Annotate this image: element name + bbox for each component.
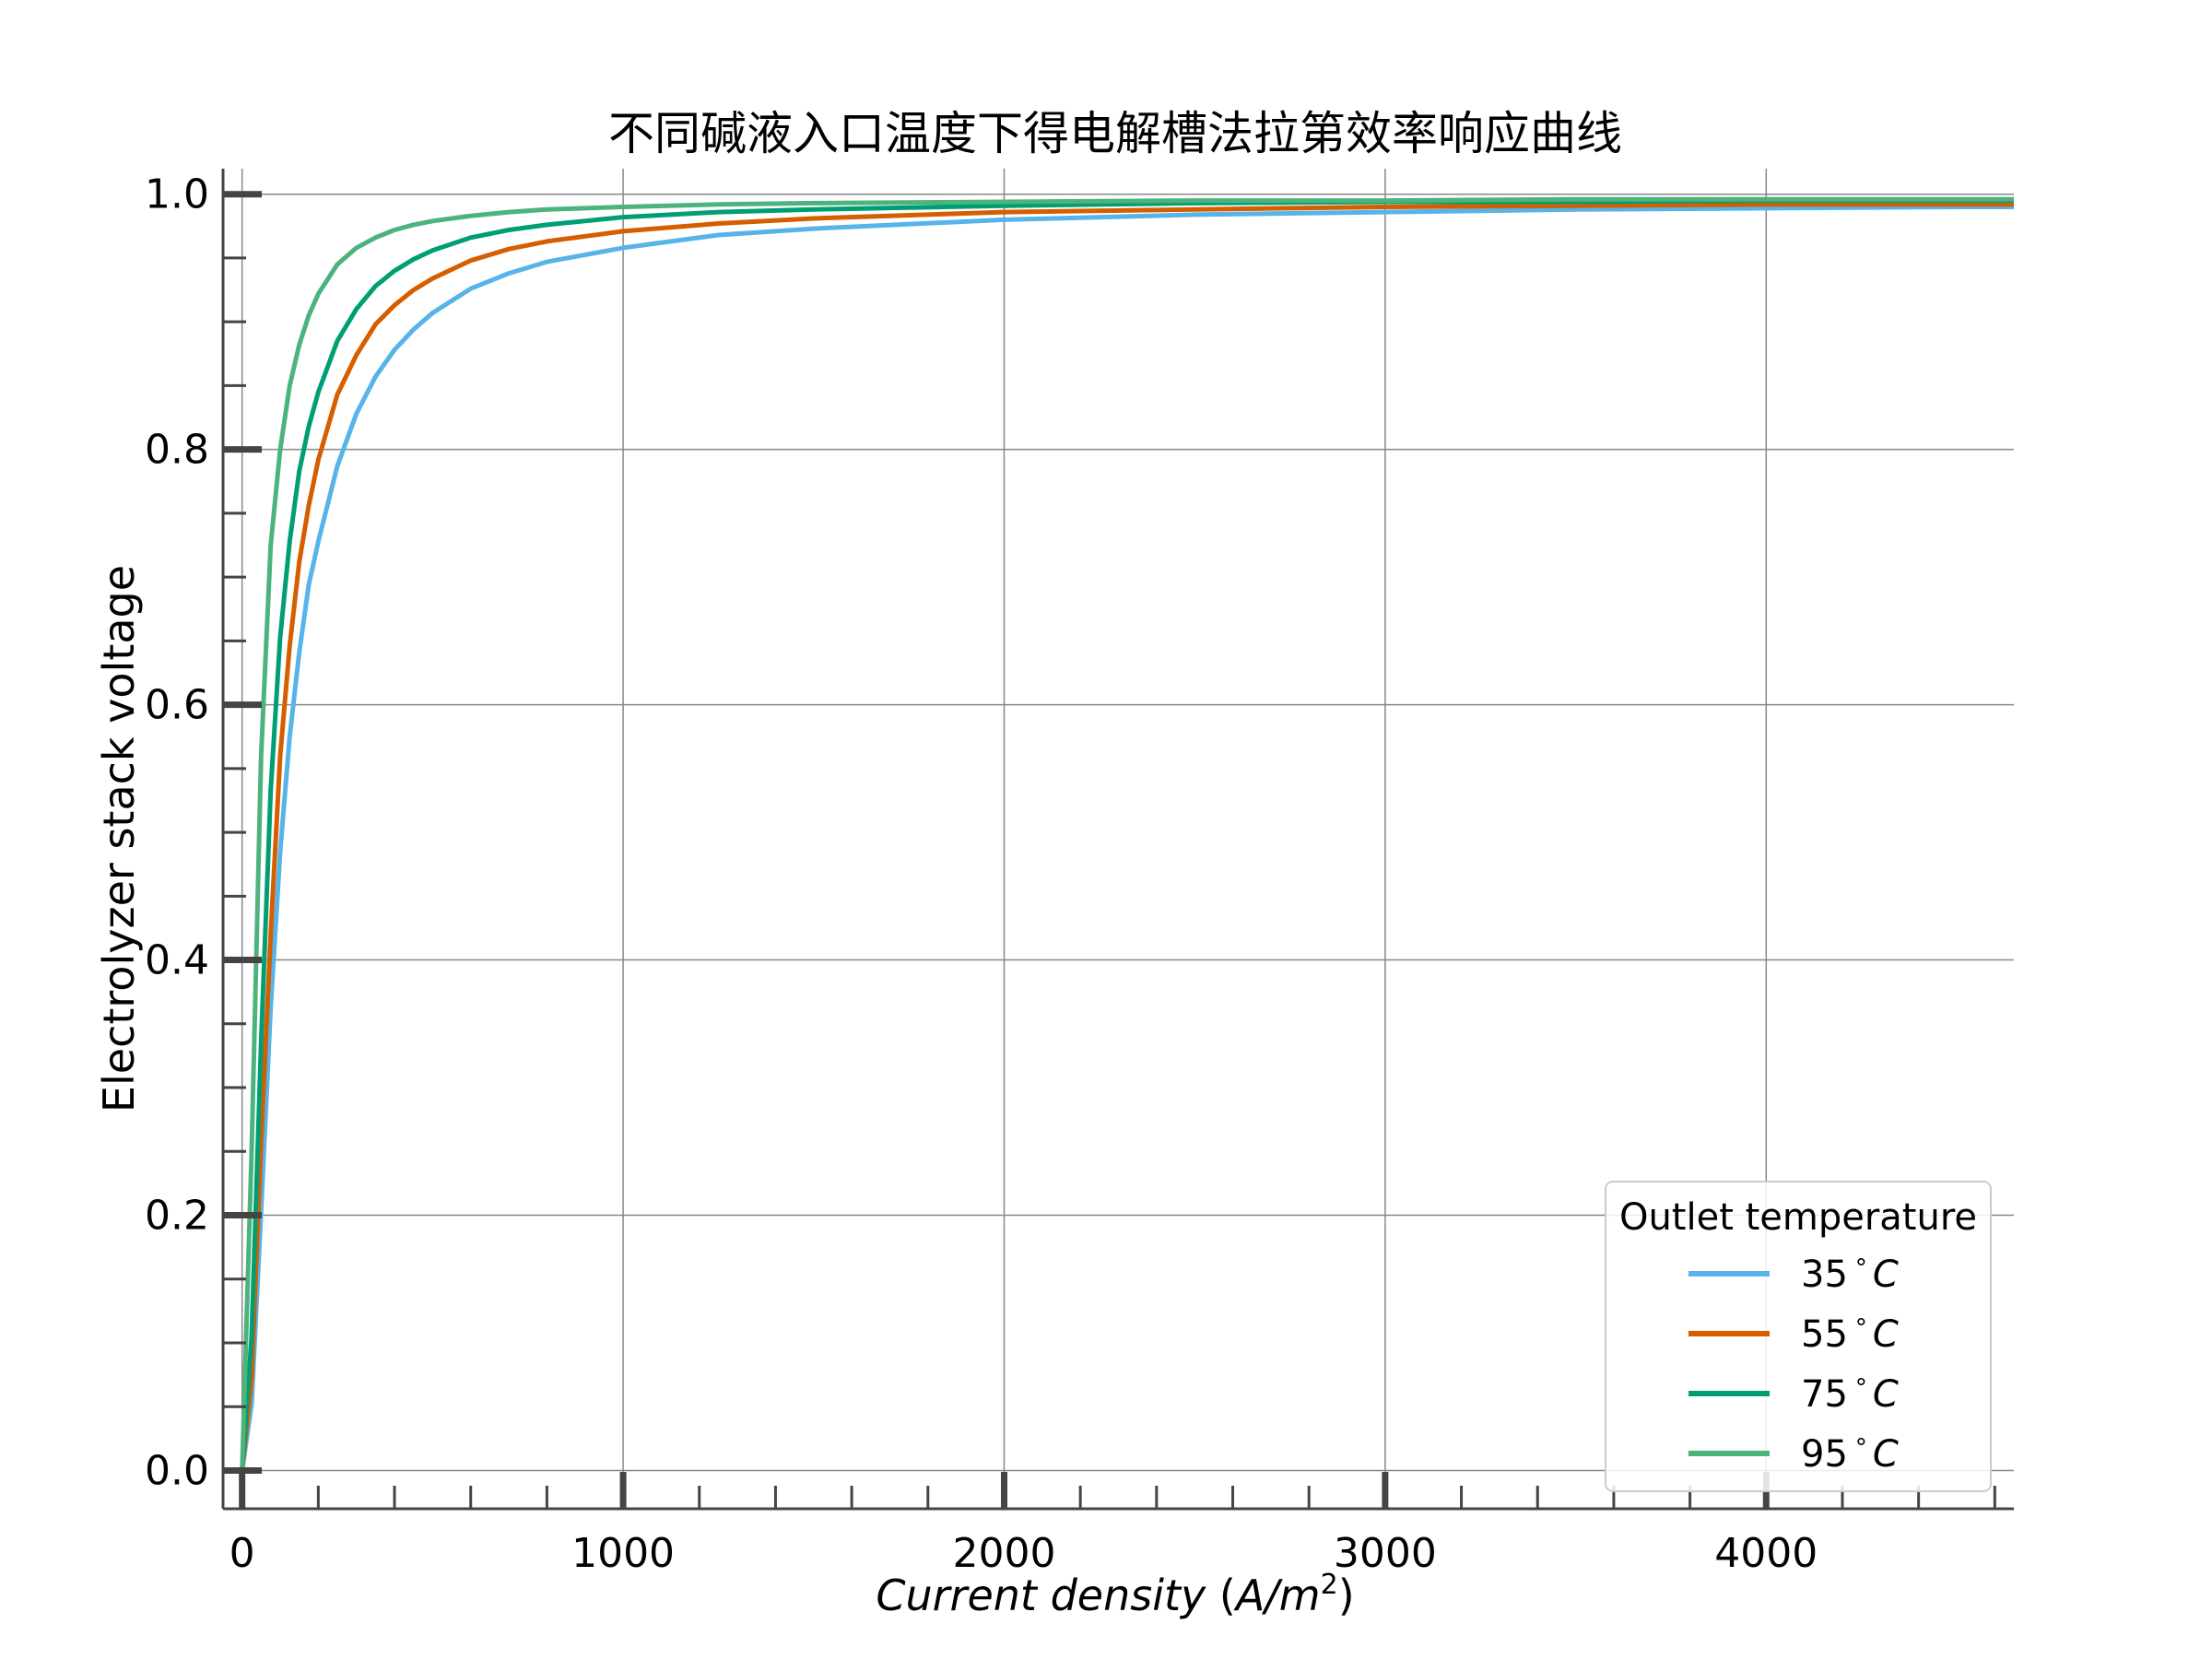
x-tick-label: 1000 (571, 1530, 675, 1577)
y-axis-label: Electrolyzer stack voltage (94, 565, 144, 1112)
series-line-35c (240, 205, 2014, 1471)
x-tick-label: 3000 (1334, 1530, 1437, 1577)
legend-label-35c: 35 ° C (1801, 1253, 1899, 1296)
y-tick-label: 0.8 (145, 427, 209, 474)
x-tick-label: 4000 (1714, 1530, 1818, 1577)
x-tick-label: 2000 (952, 1530, 1055, 1577)
x-axis-label: Current density (A/m2) (876, 1569, 1354, 1620)
legend-title: Outlet temperature (1619, 1196, 1977, 1239)
series-line-95c (240, 196, 2014, 1471)
series-layer (240, 196, 2014, 1471)
legend-label-55c: 55 ° C (1801, 1313, 1899, 1356)
axes (221, 169, 2014, 1511)
y-tick-label: 0.6 (145, 682, 209, 729)
y-tick-label: 0.4 (145, 937, 209, 984)
y-tick-label: 0.0 (145, 1447, 209, 1494)
legend-label-95c: 95 ° C (1801, 1433, 1899, 1476)
y-axis-ticks: 0.0 0.2 0.4 0.6 0.8 1.0 (145, 171, 262, 1494)
x-axis-ticks: 0 1000 2000 3000 4000 (229, 1472, 1996, 1577)
series-line-55c (240, 202, 2014, 1471)
chart-title: 不同碱液入口温度下得电解槽法拉第效率响应曲线 (608, 107, 1622, 160)
legend: Outlet temperature 35 ° C 55 ° C 75 ° C 95 ° C (1605, 1181, 1992, 1492)
legend-label-75c: 75 ° C (1801, 1373, 1899, 1416)
y-tick-label: 0.2 (145, 1193, 209, 1240)
legend-frame (1605, 1181, 1992, 1492)
y-tick-label: 1.0 (145, 171, 209, 218)
grid (223, 169, 2014, 1509)
x-tick-label: 0 (229, 1530, 255, 1577)
